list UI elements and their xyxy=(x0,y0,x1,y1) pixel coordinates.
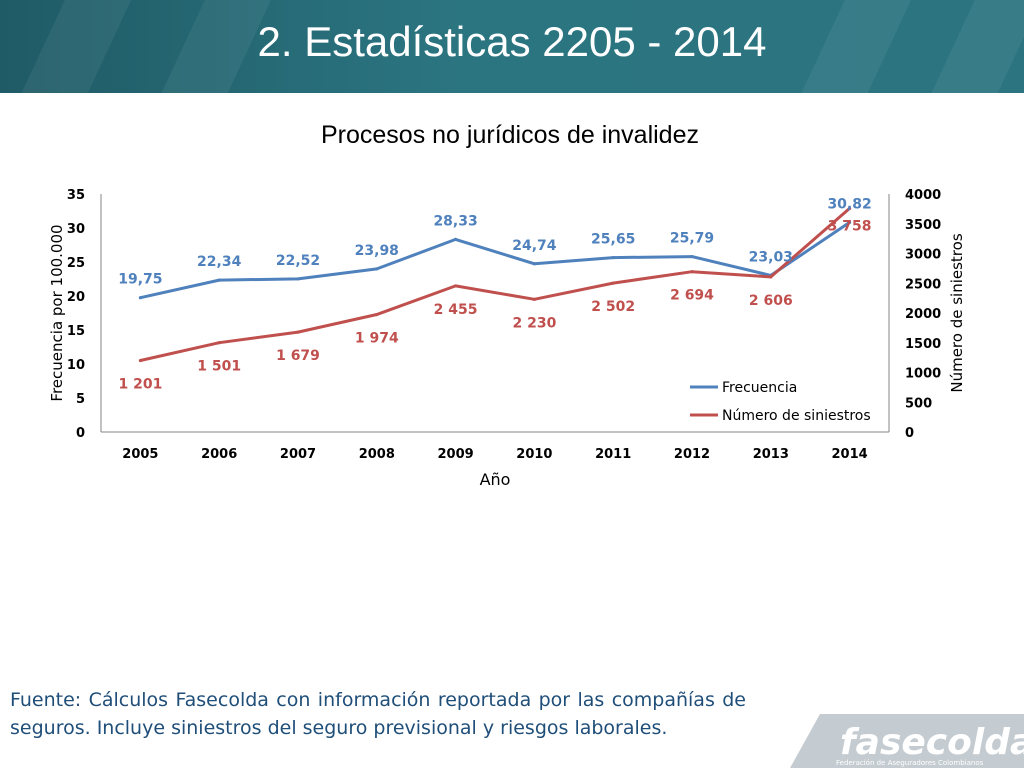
data-point-siniestros xyxy=(690,270,694,274)
y-tick-label-left: 35 xyxy=(67,188,85,203)
x-tick-label: 2012 xyxy=(674,447,710,462)
logo-tagline: Federación de Aseguradores Colombianos xyxy=(836,759,984,767)
x-tick-label: 2009 xyxy=(438,447,474,462)
y-tick-label-right: 0 xyxy=(905,426,914,441)
data-point-siniestros xyxy=(848,206,852,210)
data-label-frecuencia: 25,79 xyxy=(670,231,714,247)
y-tick-label-right: 1500 xyxy=(905,337,941,352)
data-point-frecuencia xyxy=(848,220,852,225)
series-line-siniestros xyxy=(140,207,851,362)
y-axis-title-left: Frecuencia por 100.000 xyxy=(48,224,66,401)
legend-label-frecuencia: Frecuencia xyxy=(722,380,797,396)
data-point-siniestros xyxy=(532,297,537,301)
x-tick-label: 2011 xyxy=(595,447,631,462)
data-label-frecuencia: 23,98 xyxy=(355,243,399,259)
y-tick-label-right: 2000 xyxy=(905,307,941,322)
data-label-siniestros: 1 974 xyxy=(355,331,399,347)
data-label-frecuencia: 22,34 xyxy=(197,254,242,270)
x-tick-label: 2008 xyxy=(359,447,395,462)
data-label-siniestros: 3 758 xyxy=(828,218,872,234)
y-axis-title-right: Número de siniestros xyxy=(948,233,966,392)
x-tick-label: 2010 xyxy=(516,447,552,462)
data-point-frecuencia xyxy=(375,267,379,271)
data-point-frecuencia xyxy=(690,255,694,259)
y-tick-label-left: 20 xyxy=(67,290,85,305)
data-point-siniestros xyxy=(296,330,300,334)
chart: Procesos no jurídicos de invalidez 0 5 10 1… xyxy=(48,121,966,489)
data-point-siniestros xyxy=(769,275,773,279)
data-label-siniestros: 1 501 xyxy=(197,359,241,375)
x-tick-label: 2007 xyxy=(280,447,316,462)
data-point-siniestros xyxy=(138,358,142,363)
y-tick-label-right: 1000 xyxy=(905,367,941,382)
y-tick-label-left: 30 xyxy=(67,222,85,237)
legend-label-siniestros: Número de siniestros xyxy=(722,408,871,424)
data-label-frecuencia: 23,03 xyxy=(749,249,793,265)
x-tick-label: 2006 xyxy=(201,447,237,462)
slide-header: 2. Estadísticas 2205 - 2014 xyxy=(0,0,1024,93)
y-tick-label-right: 4000 xyxy=(905,188,941,203)
chart-title: Procesos no jurídicos de invalidez xyxy=(321,121,699,149)
data-point-frecuencia xyxy=(217,278,221,282)
y-tick-label-right: 3000 xyxy=(905,248,941,263)
y-tick-label-left: 5 xyxy=(76,392,85,407)
data-point-siniestros xyxy=(611,281,615,285)
data-point-frecuencia xyxy=(532,262,537,266)
data-point-frecuencia xyxy=(454,237,458,241)
data-label-frecuencia: 24,74 xyxy=(512,238,557,254)
y-tick-label-right: 2500 xyxy=(905,277,941,292)
data-point-frecuencia xyxy=(296,277,300,281)
data-point-frecuencia xyxy=(138,296,142,300)
chart-legend: Frecuencia Número de siniestros xyxy=(690,380,871,424)
data-point-siniestros xyxy=(217,341,221,345)
data-label-siniestros: 2 606 xyxy=(749,293,793,309)
source-footnote: Fuente: Cálculos Fasecolda con informaci… xyxy=(10,689,746,739)
chart-series xyxy=(138,206,852,363)
x-axis-title: Año xyxy=(480,470,511,489)
svg-text:fasecolda: fasecolda xyxy=(840,722,1024,763)
x-tick-label: 2013 xyxy=(753,447,789,462)
y-tick-label-right: 3500 xyxy=(905,218,941,233)
slide-title: 2. Estadísticas 2205 - 2014 xyxy=(257,18,767,65)
y-tick-label-left: 0 xyxy=(76,426,85,441)
data-label-siniestros: 2 230 xyxy=(512,315,556,331)
data-label-siniestros: 1 679 xyxy=(276,348,320,364)
data-label-frecuencia: 22,52 xyxy=(276,253,320,269)
chart-axes: 0 5 10 15 20 25 30 35 0 500 1000 1500 2000 2500 3000 35… xyxy=(48,188,966,489)
data-label-frecuencia: 28,33 xyxy=(433,213,477,229)
data-label-siniestros: 1 201 xyxy=(118,377,162,393)
x-tick-label: 2005 xyxy=(122,447,158,462)
y-tick-label-left: 25 xyxy=(67,256,85,271)
data-label-frecuencia: 30,82 xyxy=(827,196,871,212)
y-tick-label-right: 500 xyxy=(905,396,932,411)
data-label-siniestros: 2 502 xyxy=(591,299,635,315)
x-tick-label: 2014 xyxy=(832,447,868,462)
y-tick-label-left: 10 xyxy=(67,358,85,373)
data-point-frecuencia xyxy=(611,255,615,260)
data-label-frecuencia: 19,75 xyxy=(118,272,162,288)
data-point-siniestros xyxy=(375,312,379,317)
y-tick-label-left: 15 xyxy=(67,324,85,339)
data-label-siniestros: 2 694 xyxy=(670,288,714,304)
data-label-frecuencia: 25,65 xyxy=(591,232,635,248)
fasecolda-logo: fasecolda Federación de Aseguradores Col… xyxy=(790,714,1024,768)
data-point-siniestros xyxy=(454,284,458,288)
data-label-siniestros: 2 455 xyxy=(434,302,478,318)
chart-data-labels: 19,75 22,34 22,52 23,98 28,33 24,74 25,65 25,79… xyxy=(118,196,871,392)
series-line-frecuencia xyxy=(140,221,851,300)
